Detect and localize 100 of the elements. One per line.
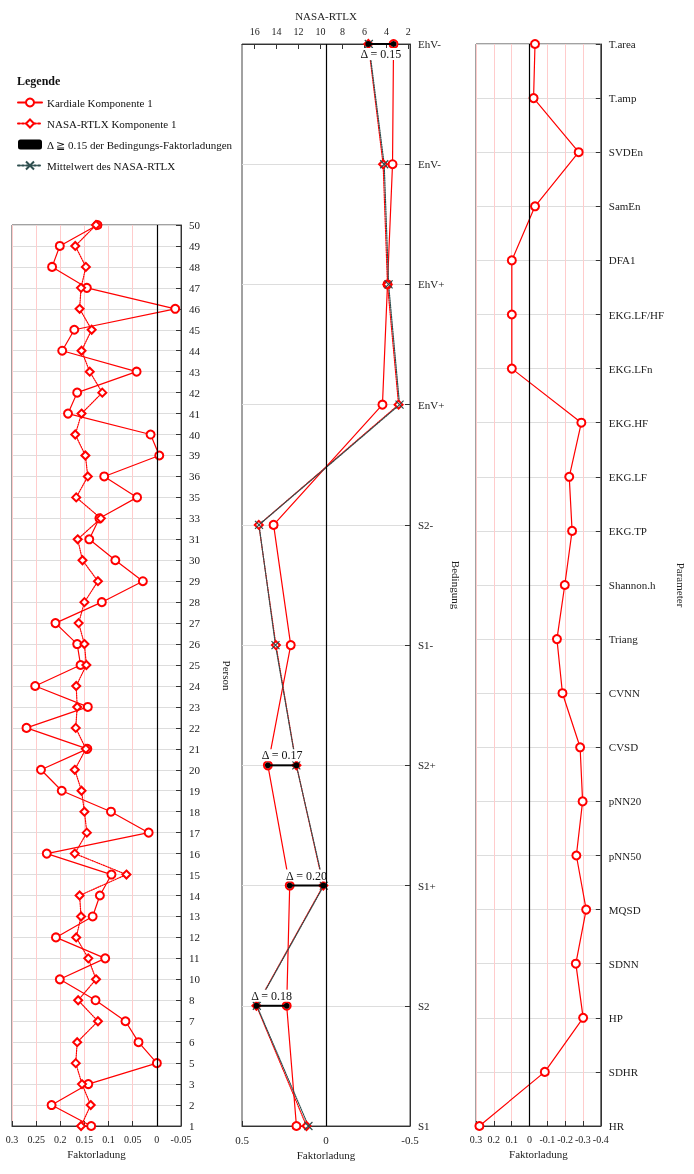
y-tick-label: 31 xyxy=(189,533,200,546)
y-tick-label: 26 xyxy=(189,638,201,651)
x-axis-title: Faktorladung xyxy=(67,1148,127,1161)
x2-tick-label: 8 xyxy=(339,25,345,37)
y-tick-label: 1 xyxy=(189,1120,195,1132)
x-tick-label: 0.5 xyxy=(235,1133,250,1146)
y-tick-label: SDNN xyxy=(608,957,639,970)
data-label: Δ = 0.18 xyxy=(251,988,292,1003)
y-tick-label: S1- xyxy=(418,639,434,652)
y-tick-label: 18 xyxy=(189,805,201,818)
y-tick-label: EKG.HF xyxy=(608,416,649,429)
x-tick-label: -0.05 xyxy=(170,1133,192,1145)
x2-tick-label: 12 xyxy=(293,25,304,37)
x2-tick-label: 4 xyxy=(383,25,389,37)
x2-tick-label: 16 xyxy=(249,25,260,37)
x-tick-label: -0.1 xyxy=(539,1133,556,1145)
y-tick-label: 27 xyxy=(189,617,201,630)
y-tick-label: 3 xyxy=(189,1078,195,1091)
x-tick-label: 0.05 xyxy=(123,1133,142,1145)
x-tick-label: 0.3 xyxy=(469,1133,483,1145)
y-tick-label: Triang xyxy=(608,633,639,646)
x-tick-label: -0.5 xyxy=(401,1133,420,1146)
y-tick-label: CVNN xyxy=(608,687,641,700)
y-tick-label: S1+ xyxy=(418,879,436,892)
x2-axis-title: NASA-RTLX xyxy=(295,9,357,22)
y-tick-label: 39 xyxy=(189,449,201,462)
y-tick-label: 8 xyxy=(189,994,195,1007)
y-tick-label: 43 xyxy=(189,365,201,378)
y-tick-label: 36 xyxy=(189,470,201,483)
y-tick-label: 42 xyxy=(189,386,200,399)
y-tick-label: SDHR xyxy=(608,1065,639,1078)
y-tick-label: pNN50 xyxy=(608,849,642,862)
x-tick-label: 0 xyxy=(323,1133,330,1146)
y-tick-label: 50 xyxy=(189,219,201,231)
y-tick-label: S2+ xyxy=(418,759,436,772)
y-tick-label: 33 xyxy=(189,512,201,525)
y-tick-label: CVSD xyxy=(608,741,639,754)
y-tick-label: 5 xyxy=(189,1057,195,1070)
y-tick-label: 13 xyxy=(189,910,201,923)
y-tick-label: 23 xyxy=(189,700,201,713)
y-tick-label: EKG.LF/HF xyxy=(608,308,665,321)
y-tick-label: 47 xyxy=(189,281,201,294)
data-label: Δ = 0.17 xyxy=(261,748,303,763)
y-tick-label: T.amp xyxy=(608,92,637,105)
x2-tick-label: 6 xyxy=(361,25,367,37)
x-tick-label: 0.1 xyxy=(505,1133,518,1145)
x-tick-label: 0 xyxy=(154,1133,160,1145)
y-tick-label: SVDEn xyxy=(608,146,644,159)
x-tick-label: -0.2 xyxy=(557,1133,574,1145)
y-tick-label: 19 xyxy=(189,784,201,797)
y-tick-label: 45 xyxy=(189,323,201,336)
y-tick-label: EKG.LF xyxy=(608,470,647,483)
y-tick-label: HP xyxy=(608,1011,623,1024)
x-tick-label: 0.25 xyxy=(27,1133,45,1145)
y-axis-title: Bedingung xyxy=(449,560,462,610)
x-axis-title: Faktorladung xyxy=(509,1148,569,1161)
y-tick-label: 11 xyxy=(189,952,200,965)
y-tick-label: EnV- xyxy=(418,158,442,171)
y-axis-title: Parameter xyxy=(674,562,687,608)
x-tick-label: 0 xyxy=(526,1133,532,1145)
y-tick-label: 48 xyxy=(189,260,201,273)
y-tick-label: 49 xyxy=(189,239,201,252)
y-tick-label: 17 xyxy=(189,826,201,839)
legend-label: Kardiale Komponente 1 xyxy=(47,96,153,109)
y-tick-label: 15 xyxy=(189,868,201,881)
y-tick-label: EnV+ xyxy=(418,398,445,411)
x-tick-label: 0.2 xyxy=(487,1133,501,1145)
y-tick-label: 10 xyxy=(189,973,201,986)
y-tick-label: 2 xyxy=(189,1099,195,1112)
y-tick-label: S2 xyxy=(418,999,430,1012)
y-tick-label: 6 xyxy=(189,1036,195,1049)
y-tick-label: MQSD xyxy=(608,903,641,916)
y-tick-label: 29 xyxy=(189,575,201,588)
y-tick-label: 41 xyxy=(189,407,200,420)
y-tick-label: 12 xyxy=(189,931,200,944)
y-tick-label: 25 xyxy=(189,659,201,672)
y-tick-label: 16 xyxy=(189,847,201,860)
y-tick-label: 44 xyxy=(189,344,201,357)
y-tick-label: EKG.TP xyxy=(608,524,647,537)
y-tick-label: 35 xyxy=(189,491,201,504)
y-axis-title: Person xyxy=(220,660,233,691)
data-label: Δ = 0.20 xyxy=(286,868,327,883)
y-tick-label: EhV- xyxy=(418,38,442,50)
y-tick-label: 30 xyxy=(189,554,201,567)
x2-tick-label: 10 xyxy=(315,25,326,37)
x2-tick-label: 2 xyxy=(405,25,411,37)
y-tick-label: 7 xyxy=(189,1015,195,1028)
y-tick-label: EhV+ xyxy=(418,278,445,291)
y-tick-label: pNN20 xyxy=(608,795,642,808)
y-tick-label: 40 xyxy=(189,428,201,441)
y-tick-label: 28 xyxy=(189,596,201,609)
x-tick-label: 0.2 xyxy=(54,1133,67,1145)
legend-label: Δ ≧ 0.15 der Bedingungs-Faktorladungen xyxy=(47,138,233,151)
y-tick-label: DFA1 xyxy=(608,254,636,267)
y-tick-label: T.area xyxy=(608,38,636,50)
x-axis-title: Faktorladung xyxy=(296,1149,356,1162)
y-tick-label: S1 xyxy=(418,1120,430,1132)
y-tick-label: S2- xyxy=(418,518,434,531)
x-tick-label: 0.15 xyxy=(75,1133,94,1145)
x-tick-label: 0.1 xyxy=(102,1133,115,1145)
